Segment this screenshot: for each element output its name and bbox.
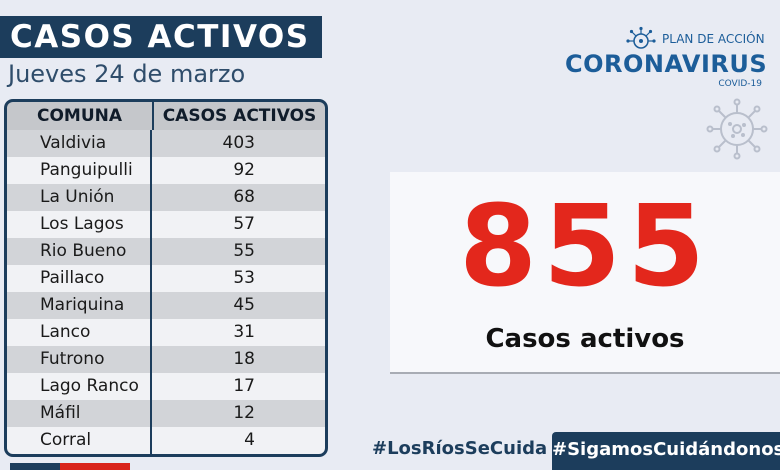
- logo-plan-text: PLAN DE ACCIÓN: [662, 32, 765, 46]
- comuna-cell: Valdivia: [7, 130, 152, 157]
- logo-sub-text: COVID-19: [718, 79, 762, 89]
- flag-strip-red: [60, 463, 130, 470]
- comuna-cell: La Unión: [7, 184, 152, 211]
- cases-table: COMUNA CASOS ACTIVOS Valdivia 403 Panguip…: [4, 99, 328, 457]
- table-row: Mariquina 45: [7, 292, 325, 319]
- table-row: Futrono 18: [7, 346, 325, 373]
- casos-cell: 57: [233, 214, 255, 234]
- table-header: COMUNA CASOS ACTIVOS: [7, 102, 325, 130]
- casos-cell: 53: [233, 268, 255, 288]
- comuna-cell: Futrono: [7, 346, 152, 373]
- comuna-cell: Paillaco: [7, 265, 152, 292]
- comuna-cell: Lanco: [7, 319, 152, 346]
- flag-strip: [10, 463, 130, 470]
- page-title: CASOS ACTIVOS: [0, 16, 322, 58]
- virus-watermark-icon: [706, 98, 768, 160]
- table-row: Panguipulli 92: [7, 157, 325, 184]
- hashtag-sigamos: #SigamosCuidándonos: [552, 432, 780, 470]
- flag-strip-blue: [10, 463, 60, 470]
- table-row: Paillaco 53: [7, 265, 325, 292]
- table-row: Corral 4: [7, 427, 325, 454]
- comuna-cell: Los Lagos: [7, 211, 152, 238]
- active-cases-card: 855 Casos activos: [390, 172, 780, 374]
- hashtag-los-rios: #LosRíosSeCuida: [372, 438, 548, 459]
- table-row: Rio Bueno 55: [7, 238, 325, 265]
- table-row: Lago Ranco 17: [7, 373, 325, 400]
- casos-cell: 45: [233, 295, 255, 315]
- casos-cell: 17: [233, 376, 255, 396]
- casos-cell: 55: [233, 241, 255, 261]
- comuna-cell: Corral: [7, 427, 152, 454]
- coronavirus-logo: PLAN DE ACCIÓN CORONAVIRUS COVID-19: [560, 24, 770, 94]
- active-cases-label: Casos activos: [485, 324, 685, 354]
- comuna-cell: Rio Bueno: [7, 238, 152, 265]
- casos-cell: 12: [233, 403, 255, 423]
- table-row: Lanco 31: [7, 319, 325, 346]
- table-row: Los Lagos 57: [7, 211, 325, 238]
- date-label: Jueves 24 de marzo: [8, 60, 246, 88]
- casos-cell: 403: [222, 133, 255, 153]
- casos-cell: 92: [233, 160, 255, 180]
- comuna-cell: Panguipulli: [7, 157, 152, 184]
- comuna-cell: Lago Ranco: [7, 373, 152, 400]
- table-row: La Unión 68: [7, 184, 325, 211]
- casos-cell: 31: [233, 322, 255, 342]
- active-cases-total: 855: [459, 182, 711, 312]
- casos-cell: 4: [244, 430, 255, 450]
- comuna-cell: Mariquina: [7, 292, 152, 319]
- comuna-cell: Máfil: [7, 400, 152, 427]
- logo-main-text: CORONAVIRUS: [565, 50, 768, 78]
- casos-cell: 18: [233, 349, 255, 369]
- table-row: Valdivia 403: [7, 130, 325, 157]
- table-row: Máfil 12: [7, 400, 325, 427]
- column-header-casos: CASOS ACTIVOS: [162, 106, 317, 126]
- column-header-comuna: COMUNA: [7, 102, 154, 130]
- virus-icon: [626, 26, 656, 49]
- casos-cell: 68: [233, 187, 255, 207]
